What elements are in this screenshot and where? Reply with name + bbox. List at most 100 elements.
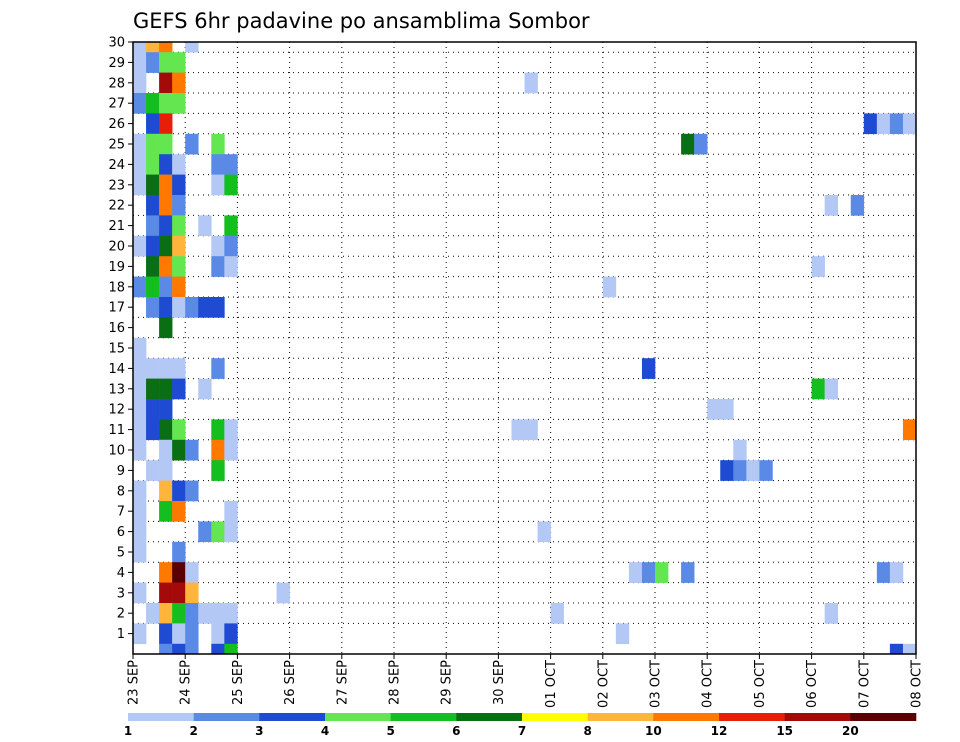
heatmap-cell [159,174,173,196]
legend-swatch [653,713,720,721]
heatmap-cell [172,276,186,298]
y-tick-label: 29 [108,56,125,71]
y-tick-label: 25 [108,138,125,153]
heatmap-cell [185,480,199,502]
heatmap-cell [159,562,173,583]
legend-swatch [850,713,917,721]
heatmap-cell [811,378,825,400]
heatmap-cell [133,501,147,522]
heatmap-cell [733,439,747,461]
heatmap-cell [211,235,225,257]
heatmap-cell [159,317,173,339]
x-tick-label: 30 SEP [492,660,507,705]
heatmap-cell [133,133,147,155]
legend-swatch [390,713,457,721]
heatmap-cell [159,93,173,114]
heatmap-cell [224,603,238,624]
heatmap-cell [824,378,838,400]
heatmap-cell [185,439,199,461]
heatmap-cell [211,460,225,481]
heatmap-cell [211,154,225,175]
heatmap-cell [133,399,147,420]
heatmap-cell [198,378,212,400]
heatmap-cell [133,337,147,359]
heatmap-cell [185,297,199,318]
heatmap-cell [159,623,173,645]
heatmap-cell [146,52,160,73]
heatmap-cell [185,42,199,53]
heatmap-cell [146,256,160,277]
heatmap-cell [146,603,160,624]
heatmap-cell [224,419,238,441]
heatmap-cell [146,195,160,216]
heatmap-cell [172,174,186,196]
heatmap-cell [628,562,643,583]
heatmap-cell [211,439,225,461]
y-tick-label: 26 [108,117,125,132]
x-tick-label: 27 SEP [335,660,350,705]
y-tick-label: 11 [108,423,125,438]
heatmap-cell [276,582,290,604]
heatmap-cell [889,643,904,655]
heatmap-cell [185,623,199,645]
heatmap-cell [902,113,917,135]
heatmap-cell [224,154,238,175]
heatmap-cell [159,439,173,461]
heatmap-cell [759,460,773,481]
heatmap-cell [733,460,747,481]
heatmap-cell [146,419,160,441]
heatmap-cell [824,195,838,216]
heatmap-cell [159,378,173,400]
y-tick-label: 4 [117,566,125,581]
legend-label: 3 [255,724,263,738]
heatmap-cell [224,501,238,522]
heatmap-cell [211,133,225,155]
y-tick-label: 17 [108,301,125,316]
heatmap-cell [224,235,238,257]
heatmap-cell [146,399,160,420]
heatmap-cell [511,419,525,441]
legend-label: 12 [711,724,728,738]
heatmap-cell [172,215,186,237]
heatmap-cell [198,603,212,624]
heatmap-cell [159,460,173,481]
legend-label: 20 [842,724,859,738]
heatmap-cell [681,133,695,155]
x-tick-label: 04 OCT [701,660,716,708]
heatmap-cell [172,603,186,624]
heatmap-cell [159,358,173,379]
heatmap-cell [550,603,564,624]
y-tick-label: 9 [117,464,125,479]
heatmap-cell [224,521,238,543]
legend-swatch [128,713,194,721]
heatmap-cell [172,93,186,114]
heatmap-cell [146,174,160,196]
heatmap-cell [133,42,147,53]
heatmap-cell [172,378,186,400]
y-tick-label: 6 [117,525,125,540]
y-tick-label: 24 [108,158,125,173]
legend-label: 8 [583,724,591,738]
heatmap-cell [133,623,147,645]
heatmap-cell [185,133,199,155]
y-tick-label: 23 [108,178,125,193]
heatmap-cell [146,276,160,298]
heatmap-cell [224,439,238,461]
y-tick-label: 2 [117,607,125,622]
heatmap-cell [133,72,147,94]
y-tick-label: 27 [108,97,125,112]
heatmap-cell [159,256,173,277]
heatmap-cell [159,113,173,135]
heatmap-cell [198,297,212,318]
legend-label: 2 [189,724,197,738]
y-tick-label: 28 [108,76,125,91]
x-tick-label: 03 OCT [649,660,664,708]
heatmap-cell [146,154,160,175]
heatmap-cell [172,235,186,257]
x-tick-label: 26 SEP [283,660,298,705]
heatmap-cell [159,582,173,604]
x-tick-label: 29 SEP [440,660,455,705]
heatmap-cell [159,501,173,522]
y-tick-label: 22 [108,199,125,214]
